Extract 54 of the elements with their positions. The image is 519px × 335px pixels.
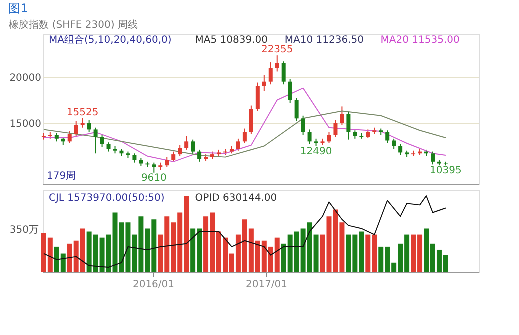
candlestick [165, 156, 170, 168]
candlestick [288, 78, 292, 104]
candlestick [262, 74, 266, 92]
annotation: OPID 630144.00 [195, 193, 278, 204]
candlestick [294, 98, 299, 122]
annotation: MA组合(5,10,20,40,60,0) [49, 34, 172, 46]
x-tick-label: 2017/01 [246, 280, 288, 290]
annotation: 10395 [430, 166, 462, 177]
annotation: 22355 [261, 44, 294, 56]
candlestick [268, 62, 273, 86]
candlestick [301, 115, 306, 136]
candlestick [191, 139, 196, 156]
annotation: 179周 [47, 171, 76, 182]
candlestick [308, 129, 312, 145]
annotation: MA5 10839.00 [195, 35, 268, 46]
candlestick [178, 144, 182, 157]
candlestick [152, 162, 156, 174]
y-tick-label: 15000 [10, 118, 42, 130]
candlestick [249, 105, 254, 135]
annotation: MA10 11236.50 [284, 35, 364, 46]
line-series [43, 88, 446, 162]
x-tick-label: 2016/01 [132, 280, 175, 290]
annotation: CJL 1573970.00(50:50) [49, 193, 165, 204]
annotation: 15525 [66, 107, 99, 118]
candlestick [242, 128, 247, 144]
candlestick [106, 142, 111, 152]
candlestick [94, 127, 98, 154]
candlestick [398, 144, 403, 156]
candlestick [386, 130, 390, 144]
candlestick [68, 131, 72, 144]
annotation: 12490 [300, 146, 332, 158]
y-tick-label: 20000 [10, 72, 42, 84]
candlestick [87, 120, 92, 133]
candlestick [275, 55, 280, 72]
candlestick [184, 136, 189, 150]
candlestick [132, 153, 137, 164]
chart-subtitle: 橡胶指数 (SHFE 2300) 周线 [9, 19, 138, 31]
candlestick [340, 106, 344, 126]
candlestick [346, 112, 351, 140]
candlestick [282, 61, 286, 86]
candlestick [74, 120, 78, 137]
candlestick [392, 138, 396, 150]
text: 350万 [10, 225, 39, 236]
candlestick [334, 120, 338, 138]
candlestick [198, 149, 202, 162]
candlestick [236, 138, 240, 152]
candlestick [172, 151, 176, 162]
candlestick [327, 132, 332, 144]
annotation: MA20 11535.00 [380, 35, 460, 46]
chart-title: 图1 [8, 2, 28, 16]
candlestick [100, 134, 104, 148]
candlestick [430, 151, 435, 166]
candlestick [256, 82, 260, 112]
annotation: 9610 [141, 172, 167, 184]
